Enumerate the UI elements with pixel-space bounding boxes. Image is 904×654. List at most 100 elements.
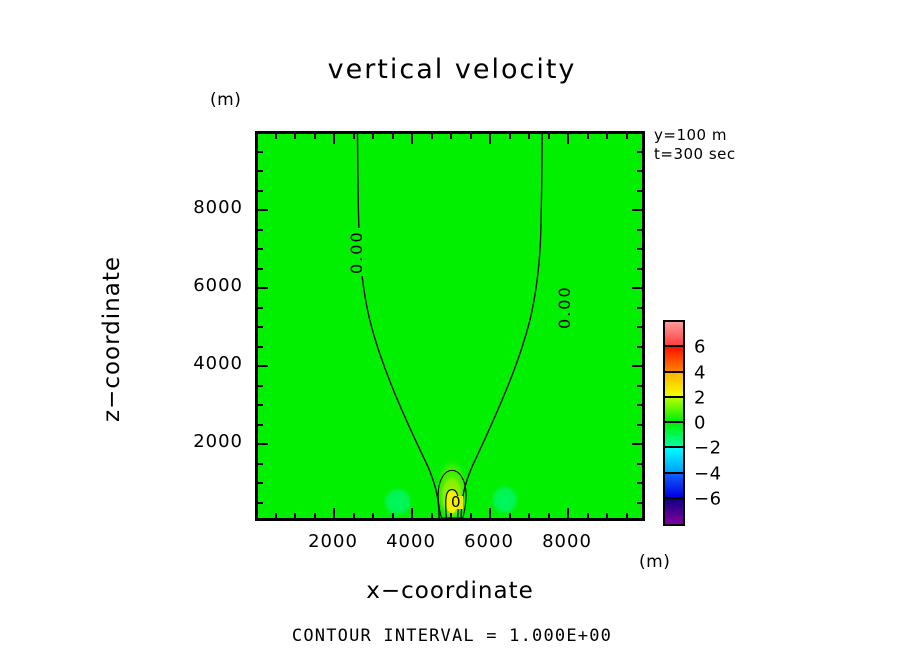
contour-label-left: 0.00	[347, 228, 366, 276]
colorbar-tick-label: −6	[694, 488, 722, 510]
x-tick-top	[528, 133, 530, 139]
x-tick-bottom	[606, 513, 608, 519]
colorbar-segment	[665, 322, 683, 348]
contour-plot-area[interactable]: 0.00 0.00 0	[255, 131, 645, 521]
colorbar-tick-label: 2	[694, 387, 706, 409]
x-tick-top	[606, 133, 608, 139]
x-tick-bottom	[450, 513, 452, 519]
x-tick-bottom	[275, 513, 277, 519]
y-tick-right	[637, 170, 643, 172]
x-tick-bottom	[392, 513, 394, 519]
colorbar-segment	[665, 473, 683, 499]
x-tick-bottom	[411, 508, 413, 519]
x-tick-bottom	[431, 513, 433, 519]
y-tick-right	[632, 209, 643, 211]
contour-label-right: 0.00	[555, 283, 574, 331]
colorbar-segment	[665, 347, 683, 373]
y-tick-label: 2000	[193, 431, 243, 452]
y-tick-left	[257, 502, 263, 504]
y-tick-left	[257, 404, 263, 406]
x-tick-top	[353, 133, 355, 139]
y-tick-right	[637, 268, 643, 270]
updraft-contour-outer	[437, 469, 467, 518]
y-tick-right	[637, 463, 643, 465]
colorbar-segment	[665, 423, 683, 449]
y-tick-left	[257, 190, 263, 192]
y-tick-left	[257, 229, 263, 231]
y-tick-left	[257, 209, 268, 211]
y-tick-left	[257, 365, 268, 367]
x-tick-bottom	[509, 513, 511, 519]
colorbar-tick-label: −2	[694, 437, 722, 459]
colorbar-segment	[665, 372, 683, 398]
x-tick-top	[333, 133, 335, 144]
colorbar[interactable]	[663, 320, 685, 526]
x-tick-top	[314, 133, 316, 139]
y-tick-left	[257, 170, 263, 172]
y-tick-left	[257, 443, 268, 445]
colorbar-tick-label: 0	[694, 412, 706, 434]
x-tick-label: 2000	[308, 531, 358, 552]
y-tick-left	[257, 482, 263, 484]
colorbar-segment	[665, 448, 683, 474]
x-tick-top	[489, 133, 491, 144]
x-tick-bottom	[528, 513, 530, 519]
y-tick-right	[637, 346, 643, 348]
x-tick-bottom	[333, 508, 335, 519]
x-tick-top	[372, 133, 374, 139]
y-tick-right	[637, 190, 643, 192]
x-tick-top	[411, 133, 413, 144]
y-tick-right	[637, 404, 643, 406]
x-tick-top	[392, 133, 394, 139]
y-tick-left	[257, 326, 263, 328]
x-tick-label: 4000	[386, 531, 436, 552]
x-tick-top	[431, 133, 433, 139]
y-tick-left	[257, 268, 263, 270]
y-tick-right	[632, 287, 643, 289]
x-tick-top	[275, 133, 277, 139]
x-axis-title: x−coordinate	[366, 578, 534, 604]
x-tick-bottom	[548, 513, 550, 519]
x-tick-bottom	[294, 513, 296, 519]
y-tick-right	[632, 443, 643, 445]
x-tick-top	[626, 133, 628, 139]
y-tick-right	[637, 502, 643, 504]
y-tick-label: 8000	[193, 197, 243, 218]
y-tick-right	[637, 307, 643, 309]
y-tick-left	[257, 287, 268, 289]
x-tick-bottom	[353, 513, 355, 519]
colorbar-segment	[665, 498, 683, 524]
page-title: vertical velocity	[327, 54, 577, 85]
y-tick-right	[637, 326, 643, 328]
x-tick-top	[587, 133, 589, 139]
x-axis-unit-label: (m)	[639, 552, 671, 572]
x-tick-bottom	[489, 508, 491, 519]
x-tick-top	[567, 133, 569, 144]
y-tick-left	[257, 151, 263, 153]
x-tick-label: 8000	[542, 531, 592, 552]
y-tick-left	[257, 463, 263, 465]
x-tick-bottom	[314, 513, 316, 519]
x-tick-top	[548, 133, 550, 139]
y-tick-right	[637, 229, 643, 231]
downdraft-patch-right	[489, 483, 521, 517]
x-tick-top	[450, 133, 452, 139]
y-tick-label: 4000	[193, 353, 243, 374]
y-axis-title: z−coordinate	[99, 256, 125, 423]
x-tick-bottom	[626, 513, 628, 519]
annotation-time: t=300 sec	[654, 145, 736, 163]
contour-label-core: 0	[449, 493, 463, 511]
colorbar-tick-label: 6	[694, 336, 706, 358]
x-tick-top	[470, 133, 472, 139]
y-tick-left	[257, 424, 263, 426]
y-tick-right	[637, 482, 643, 484]
x-tick-bottom	[470, 513, 472, 519]
x-tick-bottom	[587, 513, 589, 519]
annotation-y-level: y=100 m	[654, 126, 727, 144]
colorbar-tick-label: 4	[694, 362, 706, 383]
x-tick-bottom	[372, 513, 374, 519]
contour-interval-caption: CONTOUR INTERVAL = 1.000E+00	[291, 626, 613, 646]
downdraft-patch-left	[381, 485, 415, 518]
y-tick-right	[637, 424, 643, 426]
y-tick-right	[637, 385, 643, 387]
